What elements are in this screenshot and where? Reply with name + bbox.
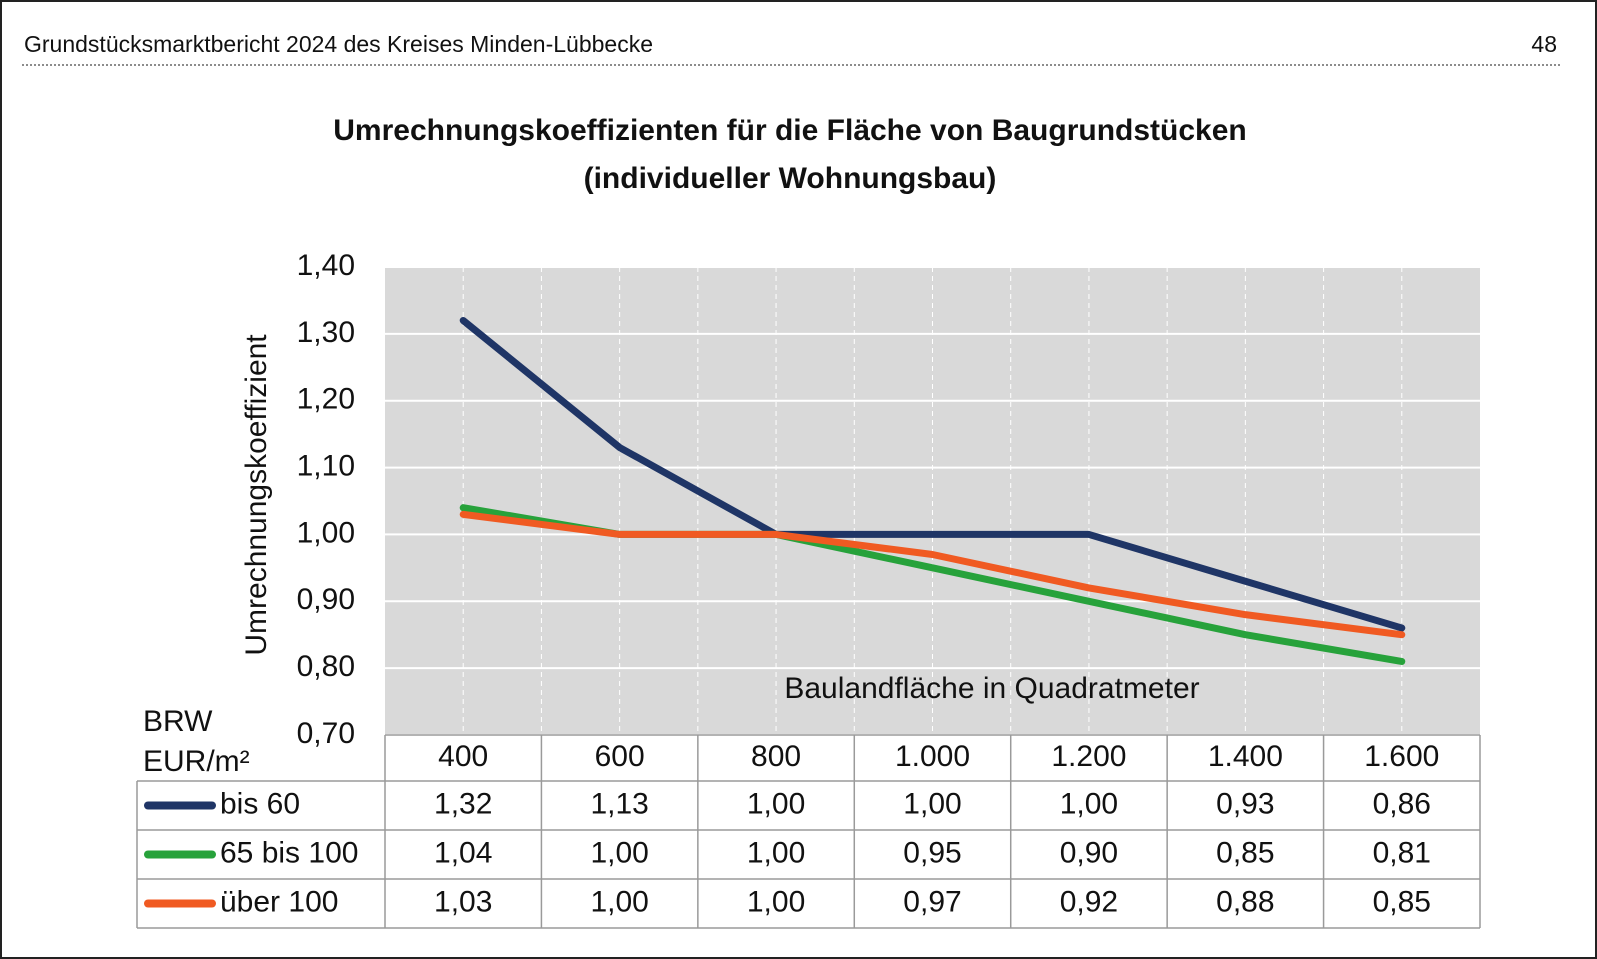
legend-label: 65 bis 100 <box>220 836 358 869</box>
table-value: 0,86 <box>1373 787 1431 820</box>
table-value: 1,32 <box>434 787 492 820</box>
table-value: 1,00 <box>1060 787 1118 820</box>
x-tick-label: 1.000 <box>895 740 970 773</box>
series-line <box>459 510 1406 639</box>
table-value: 0,93 <box>1216 787 1274 820</box>
y-tick-label: 1,00 <box>297 516 355 549</box>
table-value: 1,00 <box>747 885 805 918</box>
y-tick-label: 1,20 <box>297 383 355 416</box>
x-tick-label: 1.200 <box>1051 740 1126 773</box>
x-tick-label: 400 <box>438 740 488 773</box>
y-tick-label: 1,10 <box>297 449 355 482</box>
table-value: 0,88 <box>1216 885 1274 918</box>
table-value: 0,85 <box>1216 836 1274 869</box>
table-value: 1,04 <box>434 836 492 869</box>
y-tick-label: 0,70 <box>297 717 355 750</box>
y-tick-label: 1,40 <box>297 249 355 282</box>
table-corner: EUR/m² <box>143 745 250 778</box>
page-number: 48 <box>1531 31 1557 57</box>
series-line <box>459 316 1406 632</box>
header-title: Grundstücksmarktbericht 2024 des Kreises… <box>24 31 653 57</box>
table-value: 1,00 <box>747 836 805 869</box>
legend-label: über 100 <box>220 885 338 918</box>
table-value: 0,97 <box>903 885 961 918</box>
x-tick-label: 1.600 <box>1364 740 1439 773</box>
x-tick-label: 1.400 <box>1208 740 1283 773</box>
table-value: 1,00 <box>747 787 805 820</box>
y-axis-label: Umrechnungskoeffizient <box>240 334 273 656</box>
legend-label: bis 60 <box>220 787 300 820</box>
x-tick-label: 800 <box>751 740 801 773</box>
chart-title: Umrechnungskoeffizienten für die Fläche … <box>333 114 1246 147</box>
table-value: 1,03 <box>434 885 492 918</box>
table-value: 0,90 <box>1060 836 1118 869</box>
table-value: 0,81 <box>1373 836 1431 869</box>
table-corner: BRW <box>143 705 213 738</box>
table-value: 1,13 <box>590 787 648 820</box>
table-value: 1,00 <box>903 787 961 820</box>
table-value: 0,85 <box>1373 885 1431 918</box>
table-value: 0,92 <box>1060 885 1118 918</box>
y-tick-label: 0,90 <box>297 583 355 616</box>
x-tick-label: 600 <box>595 740 645 773</box>
chart-subtitle: (individueller Wohnungsbau) <box>584 162 997 195</box>
table-value: 1,00 <box>590 885 648 918</box>
table-value: 1,00 <box>590 836 648 869</box>
y-tick-label: 1,30 <box>297 316 355 349</box>
table-value: 0,95 <box>903 836 961 869</box>
y-tick-label: 0,80 <box>297 650 355 683</box>
x-axis-label: Baulandfläche in Quadratmeter <box>784 672 1199 705</box>
